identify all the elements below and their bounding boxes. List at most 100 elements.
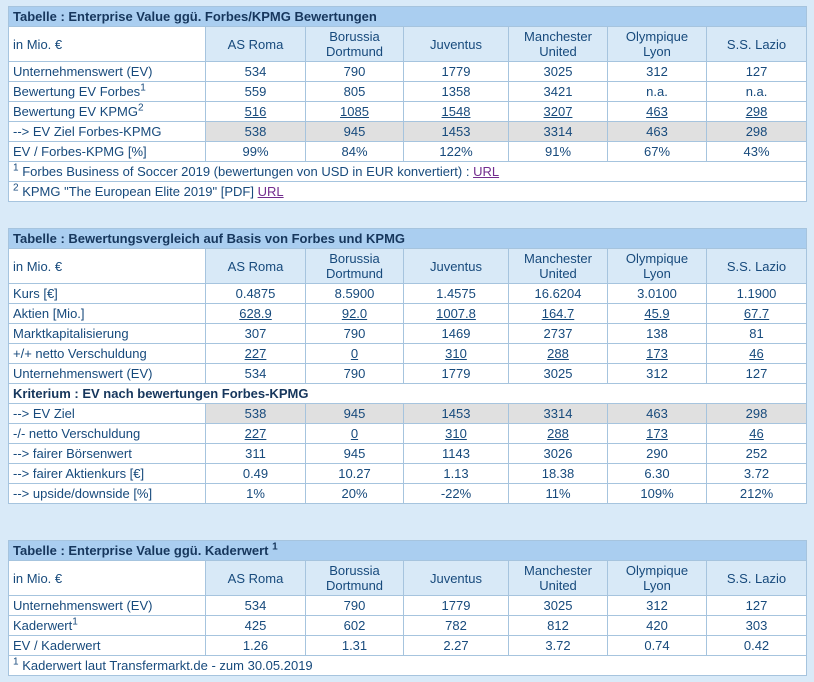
table-row: Unternehmenswert (EV) 534 790 1779 3025 312 12… [8, 363, 808, 384]
value-link[interactable]: 45.9 [644, 306, 670, 321]
value-cell: 1469 [403, 323, 509, 344]
value-cell: 3421 [508, 81, 608, 102]
value-cell: 8.5900 [305, 283, 404, 304]
value-cell: 3.72 [508, 635, 608, 656]
value-cell: 312 [607, 61, 707, 82]
table-title: Tabelle : Enterprise Value ggü. Forbes/K… [7, 6, 808, 27]
table-row: +/+ netto Verschuldung 227 0 310 288 173 46 [8, 343, 808, 364]
column-header-olympique-lyon: Olympique Lyon [607, 560, 707, 596]
row-label: EV / Kaderwert [8, 635, 206, 656]
column-header-row: in Mio. € AS Roma Borussia Dortmund Juventu… [8, 26, 808, 62]
table-row: --> fairer Aktienkurs [€] 0.49 10.27 1.13 18… [8, 463, 808, 484]
value-link[interactable]: 1548 [441, 104, 471, 119]
value-link[interactable]: 310 [445, 426, 467, 441]
value-cell: 227 [205, 423, 306, 444]
value-link[interactable]: 516 [244, 104, 267, 119]
table-row: --> fairer Börsenwert 311 945 1143 3026 290 25… [8, 443, 808, 464]
value-cell: 790 [305, 61, 404, 82]
column-header-olympique-lyon: Olympique Lyon [607, 26, 707, 62]
value-cell: 173 [607, 423, 707, 444]
value-cell: 288 [508, 423, 608, 444]
value-cell: 463 [607, 121, 707, 142]
footnote-url-link[interactable]: URL [257, 184, 284, 199]
row-label: Bewertung EV Forbes1 [8, 81, 206, 102]
value-link[interactable]: 298 [745, 104, 768, 119]
value-link[interactable]: 173 [646, 346, 668, 361]
value-link[interactable]: 0 [350, 426, 359, 441]
value-cell: 127 [705, 61, 808, 82]
value-cell: 45.9 [607, 303, 707, 324]
table-ev-vs-forbes-kpmg: Tabelle : Enterprise Value ggü. Forbes/K… [7, 6, 808, 202]
row-label: --> EV Ziel [8, 403, 206, 424]
value-link[interactable]: 288 [547, 346, 569, 361]
column-header-manchester-united: Manchester United [508, 560, 608, 596]
value-link[interactable]: 1085 [340, 104, 369, 119]
row-label: +/+ netto Verschuldung [8, 343, 206, 364]
value-link[interactable]: 288 [547, 426, 569, 441]
value-cell: 0.49 [205, 463, 306, 484]
value-cell: -22% [403, 483, 509, 504]
value-cell: 945 [305, 403, 404, 424]
value-cell: 463 [607, 101, 707, 122]
footnote-marker: 2 [13, 182, 19, 194]
value-link[interactable]: 67.7 [743, 306, 770, 321]
column-header-juventus: Juventus [403, 248, 509, 284]
value-cell: 0.4875 [205, 283, 306, 304]
value-link[interactable]: 46 [749, 426, 764, 441]
table-ev-vs-kaderwert: Tabelle : Enterprise Value ggü. Kaderwer… [7, 540, 808, 676]
footnote-text: KPMG "The European Elite 2019" [PDF] [22, 184, 258, 199]
value-cell: 425 [205, 615, 306, 636]
column-header-row: in Mio. € AS Roma Borussia Dortmund Juventu… [8, 248, 808, 284]
value-link[interactable]: 463 [646, 104, 668, 119]
value-cell: 628.9 [205, 303, 306, 324]
column-header-juventus: Juventus [403, 560, 509, 596]
value-link[interactable]: 92.0 [341, 306, 368, 321]
footnote-url-link[interactable]: URL [473, 164, 500, 179]
value-link[interactable]: 310 [445, 346, 467, 361]
row-label: Kaderwert1 [8, 615, 206, 636]
value-cell: 99% [205, 141, 306, 162]
value-link[interactable]: 164.7 [541, 306, 575, 321]
value-cell: 288 [508, 343, 608, 364]
table-title-row: Tabelle : Bewertungsvergleich auf Basis … [7, 228, 808, 249]
row-label: Kurs [€] [8, 283, 206, 304]
table-bewertungsvergleich: Tabelle : Bewertungsvergleich auf Basis … [7, 228, 808, 504]
value-link[interactable]: 227 [244, 426, 267, 441]
table-row: Kaderwert1 425 602 782 812 420 303 [8, 615, 808, 636]
value-cell: 127 [705, 595, 808, 616]
value-cell: 16.6204 [508, 283, 608, 304]
value-cell: 2.27 [403, 635, 509, 656]
footnote: 1 Forbes Business of Soccer 2019 (bewert… [7, 161, 808, 182]
value-cell: 3314 [508, 121, 608, 142]
value-cell: 3.72 [705, 463, 808, 484]
value-link[interactable]: 3207 [543, 104, 573, 119]
value-cell: 173 [607, 343, 707, 364]
value-cell: 1453 [403, 121, 509, 142]
table-row: --> EV Ziel 538 945 1453 3314 463 298 [8, 403, 808, 424]
value-cell: 2737 [508, 323, 608, 344]
value-cell: 1.26 [205, 635, 306, 656]
value-cell: n.a. [607, 81, 707, 102]
value-link[interactable]: 227 [244, 346, 267, 361]
value-link[interactable]: 0 [350, 346, 359, 361]
value-link[interactable]: 46 [749, 346, 764, 361]
value-link[interactable]: 173 [646, 426, 668, 441]
value-link[interactable]: 1007.8 [436, 306, 476, 321]
value-cell: 3025 [508, 595, 608, 616]
column-header-juventus: Juventus [403, 26, 509, 62]
value-cell: 43% [705, 141, 808, 162]
table-title: Tabelle : Enterprise Value ggü. Kaderwer… [7, 540, 808, 561]
value-cell: 46 [705, 423, 808, 444]
value-cell: 298 [705, 121, 808, 142]
value-cell: 1007.8 [403, 303, 509, 324]
value-cell: 534 [205, 595, 306, 616]
value-cell: 307 [205, 323, 306, 344]
table-row: Kriterium : EV nach bewertungen Forbes-K… [7, 383, 808, 404]
value-cell: 1.4575 [403, 283, 509, 304]
value-link[interactable]: 628.9 [239, 306, 272, 321]
column-header-manchester-united: Manchester United [508, 26, 608, 62]
value-cell: 945 [305, 121, 404, 142]
column-header-row: in Mio. € AS Roma Borussia Dortmund Juventu… [8, 560, 808, 596]
footnote-text: Kaderwert laut Transfermarkt.de - zum 30… [22, 658, 313, 673]
value-cell: 6.30 [607, 463, 707, 484]
